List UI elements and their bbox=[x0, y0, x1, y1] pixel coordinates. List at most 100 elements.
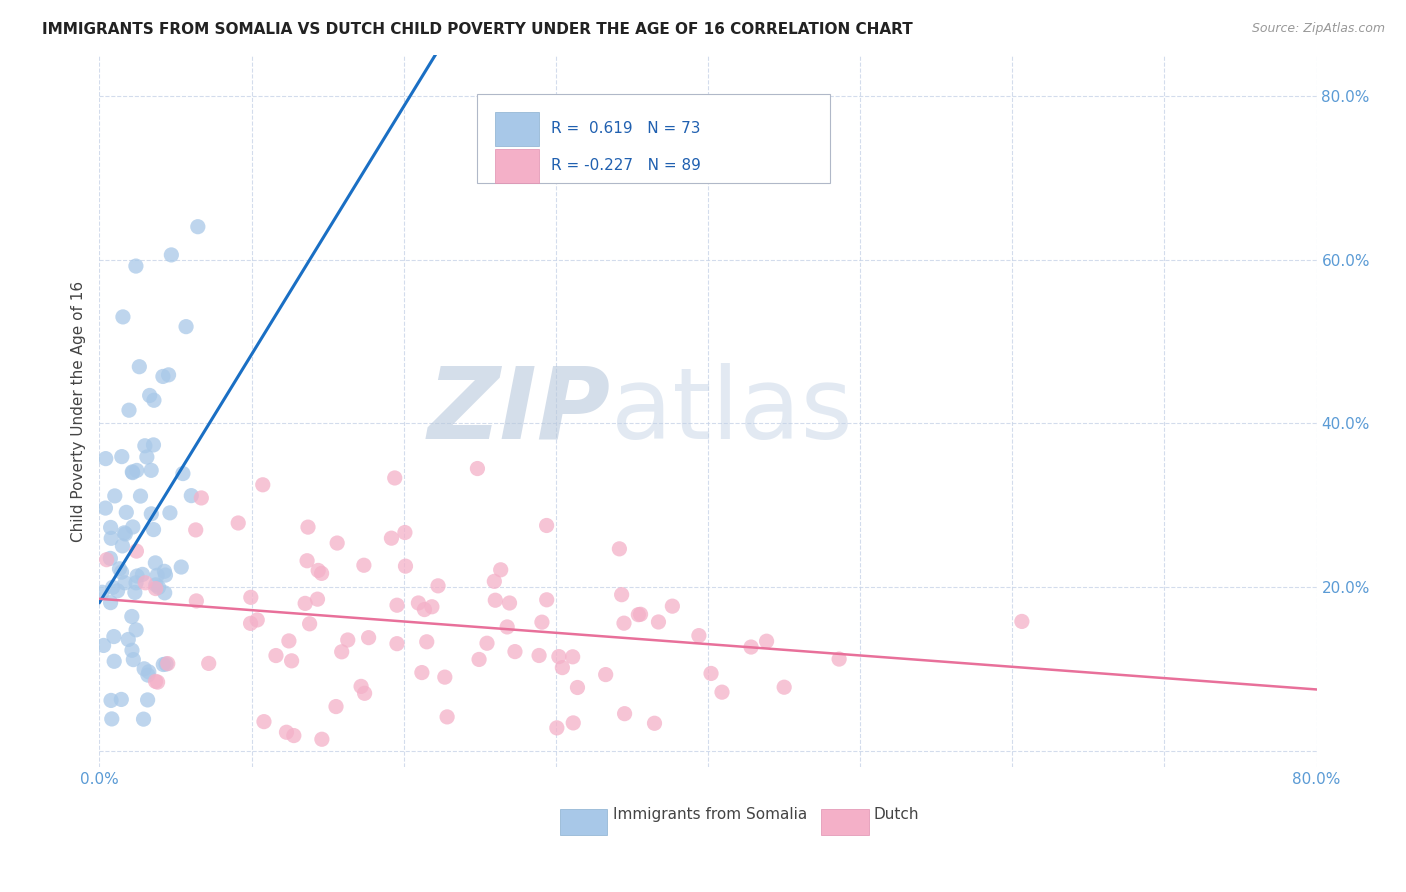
Text: Source: ZipAtlas.com: Source: ZipAtlas.com bbox=[1251, 22, 1385, 36]
Point bbox=[711, 685, 734, 699]
Point bbox=[503, 644, 526, 658]
Text: Dutch: Dutch bbox=[873, 807, 920, 822]
Point bbox=[498, 596, 520, 610]
Point bbox=[239, 591, 262, 605]
Point bbox=[613, 706, 636, 721]
Point bbox=[226, 516, 249, 530]
Point bbox=[740, 640, 762, 654]
Point bbox=[420, 599, 443, 614]
Point bbox=[283, 729, 305, 743]
Point bbox=[131, 567, 153, 582]
Point bbox=[413, 602, 436, 616]
Point bbox=[114, 575, 136, 590]
Point bbox=[159, 506, 181, 520]
Point bbox=[547, 649, 569, 664]
Point bbox=[141, 463, 163, 477]
Point bbox=[661, 599, 683, 614]
Point bbox=[246, 613, 269, 627]
Point bbox=[93, 639, 115, 653]
Point bbox=[411, 665, 433, 680]
Point bbox=[277, 634, 299, 648]
Point bbox=[121, 465, 143, 479]
Point bbox=[155, 657, 177, 671]
Point bbox=[153, 565, 176, 579]
Point bbox=[187, 219, 209, 234]
Point bbox=[125, 259, 148, 273]
Point bbox=[111, 310, 134, 324]
Point bbox=[121, 609, 143, 624]
Point bbox=[118, 403, 141, 417]
Point bbox=[146, 675, 169, 690]
Point bbox=[595, 667, 617, 681]
Point bbox=[700, 666, 723, 681]
Point bbox=[647, 615, 669, 629]
Point bbox=[142, 523, 165, 537]
Text: Immigrants from Somalia: Immigrants from Somalia bbox=[613, 807, 807, 822]
Point bbox=[197, 657, 219, 671]
Point bbox=[610, 588, 633, 602]
Point bbox=[380, 531, 402, 545]
Point bbox=[142, 393, 165, 408]
Point bbox=[357, 631, 380, 645]
Point bbox=[311, 732, 333, 747]
Point bbox=[527, 648, 550, 663]
Point bbox=[353, 686, 375, 700]
Point bbox=[295, 554, 318, 568]
FancyBboxPatch shape bbox=[495, 149, 538, 183]
Point bbox=[152, 657, 174, 672]
Point bbox=[134, 575, 156, 590]
Point bbox=[121, 520, 143, 534]
Point bbox=[143, 556, 166, 570]
Text: atlas: atlas bbox=[610, 363, 852, 459]
Point bbox=[103, 654, 125, 668]
Point bbox=[122, 652, 145, 666]
Point bbox=[127, 569, 149, 583]
Point bbox=[484, 593, 506, 607]
FancyBboxPatch shape bbox=[821, 809, 869, 835]
Point bbox=[125, 623, 148, 637]
Point bbox=[773, 680, 796, 694]
Point bbox=[562, 715, 585, 730]
Point bbox=[330, 645, 353, 659]
Point bbox=[128, 359, 150, 374]
Point bbox=[755, 634, 778, 648]
Point bbox=[117, 632, 139, 647]
Point bbox=[112, 525, 135, 540]
Point bbox=[94, 501, 117, 516]
Point bbox=[276, 725, 298, 739]
FancyBboxPatch shape bbox=[560, 809, 607, 835]
Point bbox=[142, 438, 165, 452]
Point bbox=[350, 679, 373, 693]
Point bbox=[94, 451, 117, 466]
Point bbox=[567, 681, 589, 695]
Point bbox=[138, 388, 160, 402]
Point bbox=[136, 693, 159, 707]
Point bbox=[561, 649, 583, 664]
Point bbox=[129, 489, 152, 503]
Point bbox=[467, 461, 489, 475]
Point bbox=[298, 616, 321, 631]
Point bbox=[104, 489, 127, 503]
Point bbox=[155, 568, 177, 582]
Text: R =  0.619   N = 73: R = 0.619 N = 73 bbox=[551, 121, 700, 136]
Point bbox=[307, 592, 329, 607]
Point bbox=[110, 565, 132, 579]
Point bbox=[311, 566, 333, 581]
Point bbox=[252, 477, 274, 491]
Point bbox=[152, 369, 174, 384]
Point bbox=[148, 580, 170, 594]
Text: R = -0.227   N = 89: R = -0.227 N = 89 bbox=[551, 158, 700, 173]
Point bbox=[530, 615, 553, 629]
Point bbox=[98, 551, 121, 566]
Point bbox=[394, 525, 416, 540]
Point bbox=[111, 539, 134, 553]
Point bbox=[394, 559, 416, 574]
Point bbox=[436, 710, 458, 724]
Point bbox=[156, 657, 179, 671]
Point bbox=[416, 635, 439, 649]
Point bbox=[384, 471, 406, 485]
Y-axis label: Child Poverty Under the Age of 16: Child Poverty Under the Age of 16 bbox=[72, 281, 86, 541]
Point bbox=[433, 670, 456, 684]
Point bbox=[100, 520, 122, 534]
Point bbox=[326, 536, 349, 550]
